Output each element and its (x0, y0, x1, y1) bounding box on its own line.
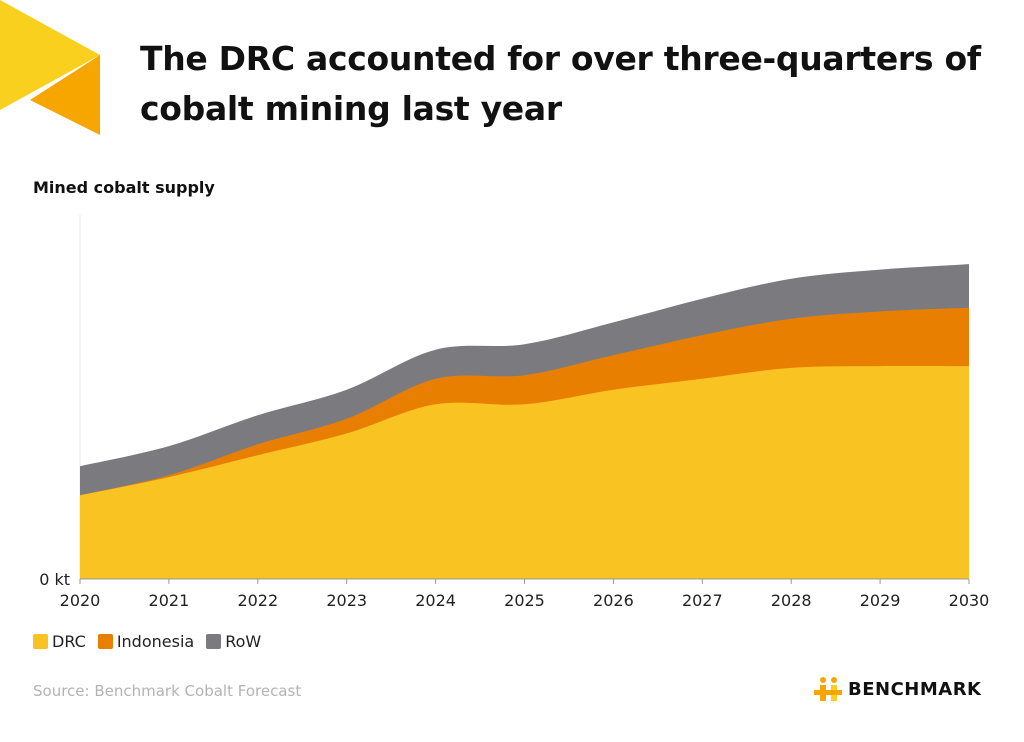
legend-swatch-indonesia (97, 634, 113, 649)
x-tick-label: 2025 (504, 591, 545, 610)
x-tick-label: 2023 (326, 591, 367, 610)
x-tick-label: 2024 (415, 591, 456, 610)
x-tick-label: 2029 (860, 591, 901, 610)
legend-item-row: RoW (206, 632, 261, 651)
chart-subtitle: Mined cobalt supply (33, 178, 215, 197)
legend-label-indonesia: Indonesia (116, 632, 195, 651)
source-note: Source: Benchmark Cobalt Forecast (33, 682, 302, 700)
x-tick-label: 2027 (682, 591, 723, 610)
legend-swatch-drc (33, 634, 48, 649)
x-tick-label: 2028 (771, 591, 812, 610)
y-tick-label: 0 kt (39, 570, 70, 589)
x-tick-label: 2022 (237, 591, 278, 610)
legend-swatch-row (206, 634, 222, 649)
x-tick-label: 2030 (949, 591, 990, 610)
benchmark-logo: BENCHMARK (812, 676, 982, 702)
x-tick-label: 2026 (593, 591, 634, 610)
legend-item-indonesia: Indonesia (97, 632, 195, 651)
x-tick-label: 2021 (149, 591, 190, 610)
legend-label-row: RoW (225, 632, 262, 651)
legend-label-drc: DRC (52, 632, 86, 651)
x-tick-label: 2020 (60, 591, 101, 610)
corner-accent-graphic (0, 0, 100, 135)
page-title: The DRC accounted for over three-quarter… (140, 39, 981, 128)
legend-item-drc: DRC (33, 632, 86, 651)
area-series-drc (80, 365, 969, 579)
chart-legend: DRC Indonesia RoW (33, 632, 261, 651)
benchmark-logo-icon (814, 677, 842, 701)
benchmark-logo-text: BENCHMARK (848, 678, 982, 700)
